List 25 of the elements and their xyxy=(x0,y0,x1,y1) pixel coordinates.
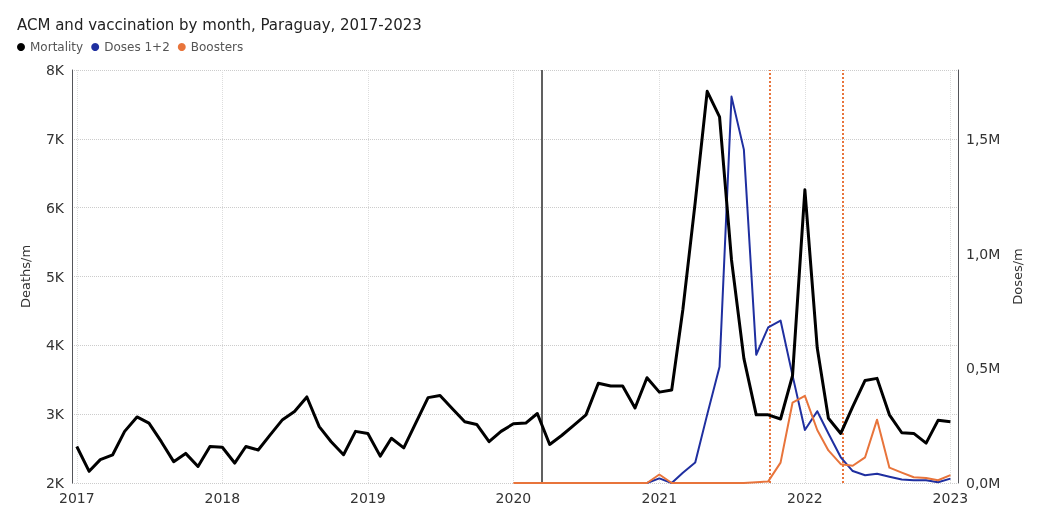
y2-tick-label: 1,0M xyxy=(966,245,1001,262)
x-tick-label: 2022 xyxy=(787,490,823,506)
x-tick-label: 2023 xyxy=(932,490,969,506)
y-tick-label: 3K xyxy=(45,406,65,423)
legend-label: Mortality xyxy=(30,40,84,54)
y-tick-label: 5K xyxy=(45,268,65,285)
y2-axis-title: Doses/m xyxy=(1010,248,1026,305)
legend-label: Boosters xyxy=(190,40,244,54)
legend-label: Doses 1+2 xyxy=(104,40,170,54)
y-tick-label: 2K xyxy=(45,475,65,491)
y2-tick-label: 0,5M xyxy=(966,360,1001,377)
y-tick-label: 7K xyxy=(45,130,65,147)
line-series xyxy=(75,89,952,473)
x-tick-label: 2017 xyxy=(58,490,95,506)
x-tick-label: 2020 xyxy=(495,490,532,506)
y-tick-label: 4K xyxy=(45,337,65,354)
y-axis-title: Deaths/m xyxy=(18,244,33,309)
y2-tick-label: 1,5M xyxy=(966,130,1001,147)
y-tick-label: 6K xyxy=(45,199,65,216)
y-tick-label: 8K xyxy=(45,62,65,78)
chart-title: ACM and vaccination by month, Paraguay, 2017-2023 xyxy=(17,15,422,34)
x-tick-label: 2018 xyxy=(204,490,241,506)
x-tick-label: 2021 xyxy=(641,490,678,506)
y2-tick-label: 0,0M xyxy=(966,475,1001,491)
x-tick-label: 2019 xyxy=(350,490,386,506)
